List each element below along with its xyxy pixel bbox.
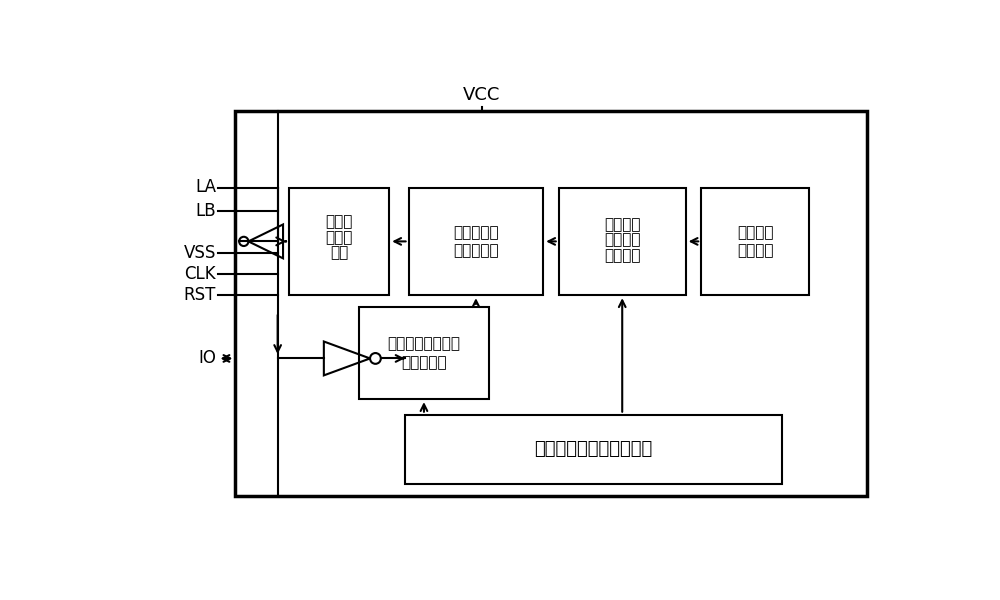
Text: 待测模拟: 待测模拟 xyxy=(737,224,773,239)
Text: RST: RST xyxy=(184,286,216,304)
Bar xyxy=(235,110,867,496)
Text: 数字采: 数字采 xyxy=(326,215,353,230)
Bar xyxy=(701,187,809,295)
Bar xyxy=(289,187,389,295)
Text: VSS: VSS xyxy=(184,244,216,262)
Bar xyxy=(405,415,782,484)
Text: 电路模块: 电路模块 xyxy=(737,243,773,258)
Text: 模块: 模块 xyxy=(330,245,348,260)
Text: IO: IO xyxy=(198,349,216,367)
Text: CLK: CLK xyxy=(184,265,216,283)
Text: VCC: VCC xyxy=(463,86,500,104)
Text: LA: LA xyxy=(195,179,216,196)
Text: LB: LB xyxy=(195,202,216,220)
Text: 比较器模块: 比较器模块 xyxy=(453,243,499,258)
Text: 样处理: 样处理 xyxy=(326,230,353,245)
Bar xyxy=(409,187,543,295)
Text: 控制寄存器: 控制寄存器 xyxy=(401,355,447,370)
Text: 测试模式选择控制寄存器: 测试模式选择控制寄存器 xyxy=(534,440,652,458)
Bar xyxy=(559,187,686,295)
Text: 取样电阻和: 取样电阻和 xyxy=(453,224,499,239)
Text: 待检测电: 待检测电 xyxy=(604,217,640,232)
Text: 制寄存器: 制寄存器 xyxy=(604,248,640,263)
Bar xyxy=(358,307,489,399)
Text: 判断门限电压选择: 判断门限电压选择 xyxy=(387,337,460,352)
Text: 压选通控: 压选通控 xyxy=(604,232,640,247)
